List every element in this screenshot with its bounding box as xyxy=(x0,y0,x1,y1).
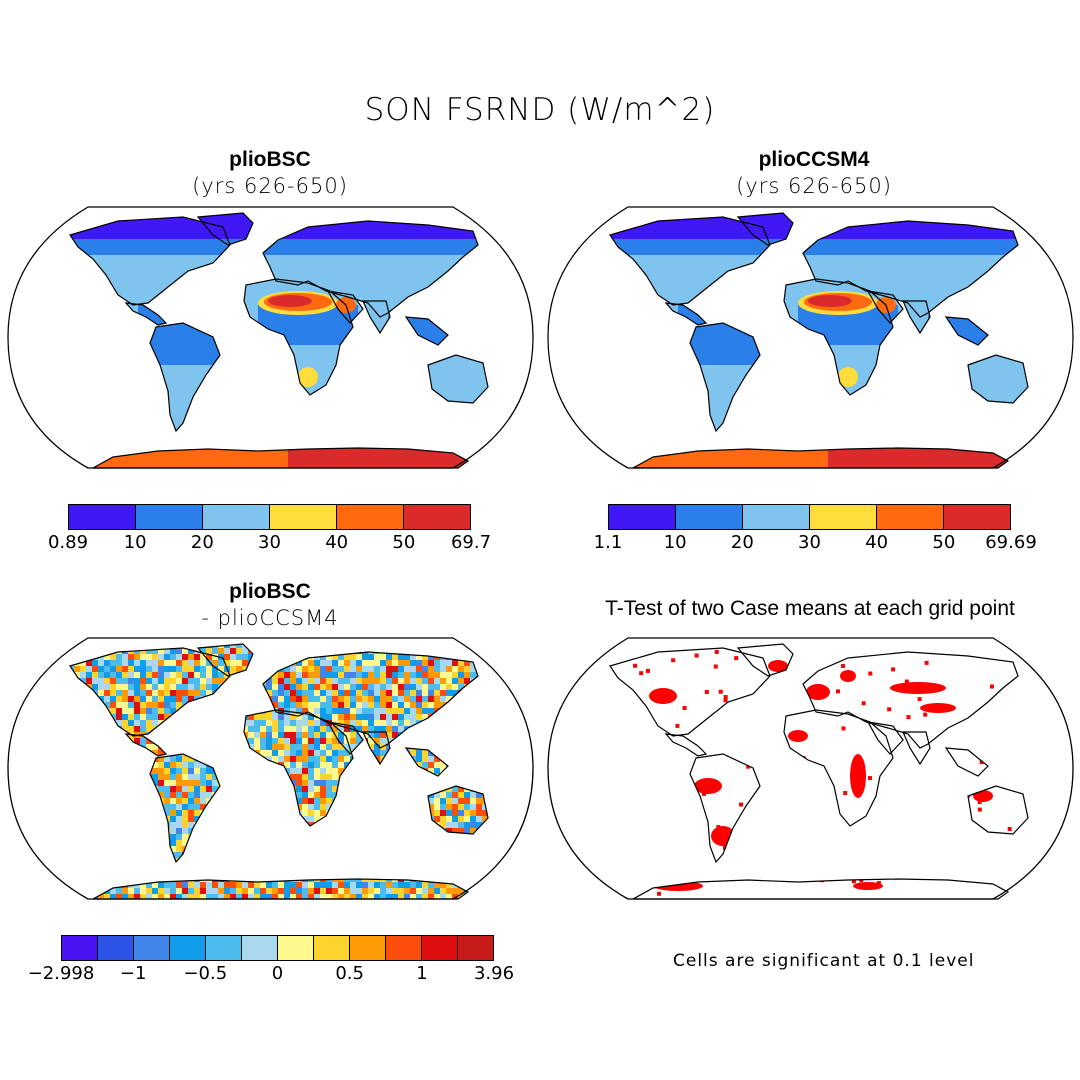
colorbar-swatch xyxy=(98,936,134,960)
colorbar-swatch xyxy=(134,936,170,960)
colorbar-swatch xyxy=(62,936,98,960)
colorbar-tick-label: 50 xyxy=(932,532,956,553)
colorbar-tick-label: 3.96 xyxy=(473,963,515,984)
colorbar-tick-label: 1 xyxy=(416,963,428,984)
colorbar-swatch xyxy=(404,505,470,529)
colorbar-bsc xyxy=(68,504,471,530)
colorbar-tick-label: 40 xyxy=(325,532,349,553)
map-panel-diff xyxy=(7,637,534,900)
figure-title: SON FSRND (W/m^2) xyxy=(364,92,716,128)
map-panel-ttest xyxy=(547,637,1074,900)
colorbar-ccsm4 xyxy=(608,504,1011,530)
colorbar-swatch xyxy=(609,505,676,529)
colorbar-swatch xyxy=(242,936,278,960)
colorbar-swatch xyxy=(810,505,877,529)
colorbar-tick-label: 30 xyxy=(798,532,821,553)
panel-title-bsc: plioBSC xyxy=(229,148,311,171)
panel-subtitle-bsc: (yrs 626-650) xyxy=(192,174,348,198)
colorbar-labels-bsc: 0.89 10 20 30 40 50 69.7 xyxy=(48,532,491,556)
colorbar-tick-label: 10 xyxy=(123,532,147,553)
colorbar-swatch xyxy=(458,936,493,960)
colorbar-swatch xyxy=(676,505,743,529)
colorbar-swatch xyxy=(69,505,136,529)
colorbar-tick-label: 10 xyxy=(663,532,687,553)
colorbar-tick-label: 0.5 xyxy=(335,963,364,984)
colorbar-swatch xyxy=(278,936,314,960)
colorbar-swatch xyxy=(877,505,944,529)
colorbar-tick-label: −1 xyxy=(119,963,147,984)
colorbar-labels-ccsm4: 1.1 10 20 30 40 50 69.69 xyxy=(594,532,1037,556)
colorbar-swatch xyxy=(270,505,337,529)
colorbar-labels-diff: −2.998 −1 −0.5 0 0.5 1 3.96 xyxy=(28,963,514,987)
colorbar-tick-label: −2.998 xyxy=(27,963,95,984)
map-panel-bsc xyxy=(7,206,534,469)
colorbar-swatch xyxy=(944,505,1010,529)
colorbar-swatch xyxy=(386,936,422,960)
colorbar-swatch xyxy=(136,505,203,529)
colorbar-diff xyxy=(61,935,494,961)
colorbar-swatch xyxy=(337,505,404,529)
colorbar-tick-label: 50 xyxy=(392,532,416,553)
colorbar-swatch xyxy=(203,505,270,529)
colorbar-tick-label: −0.5 xyxy=(183,963,228,984)
panel-subtitle-ccsm4: (yrs 626-650) xyxy=(736,174,892,198)
panel-title-ttest: T-Test of two Case means at each grid po… xyxy=(605,597,1015,620)
colorbar-swatch xyxy=(314,936,350,960)
map-panel-ccsm4 xyxy=(547,206,1074,469)
colorbar-tick-label: 69.7 xyxy=(450,532,492,553)
colorbar-swatch xyxy=(206,936,242,960)
colorbar-tick-label: 20 xyxy=(190,532,214,553)
colorbar-tick-label: 69.69 xyxy=(985,532,1037,553)
colorbar-tick-label: 1.1 xyxy=(593,532,623,553)
panel-title-diff: plioBSC xyxy=(229,580,311,603)
panel-title-ccsm4: plioCCSM4 xyxy=(758,148,870,171)
colorbar-tick-label: 20 xyxy=(730,532,754,553)
colorbar-tick-label: 0 xyxy=(271,963,284,984)
colorbar-tick-label: 30 xyxy=(258,532,281,553)
colorbar-swatch xyxy=(422,936,458,960)
colorbar-swatch xyxy=(170,936,206,960)
significance-note: Cells are significant at 0.1 level xyxy=(673,951,975,971)
colorbar-tick-label: 0.89 xyxy=(47,532,89,553)
colorbar-swatch xyxy=(743,505,810,529)
colorbar-swatch xyxy=(350,936,386,960)
panel-subtitle-diff: - plioCCSM4 xyxy=(201,606,339,630)
colorbar-tick-label: 40 xyxy=(865,532,889,553)
